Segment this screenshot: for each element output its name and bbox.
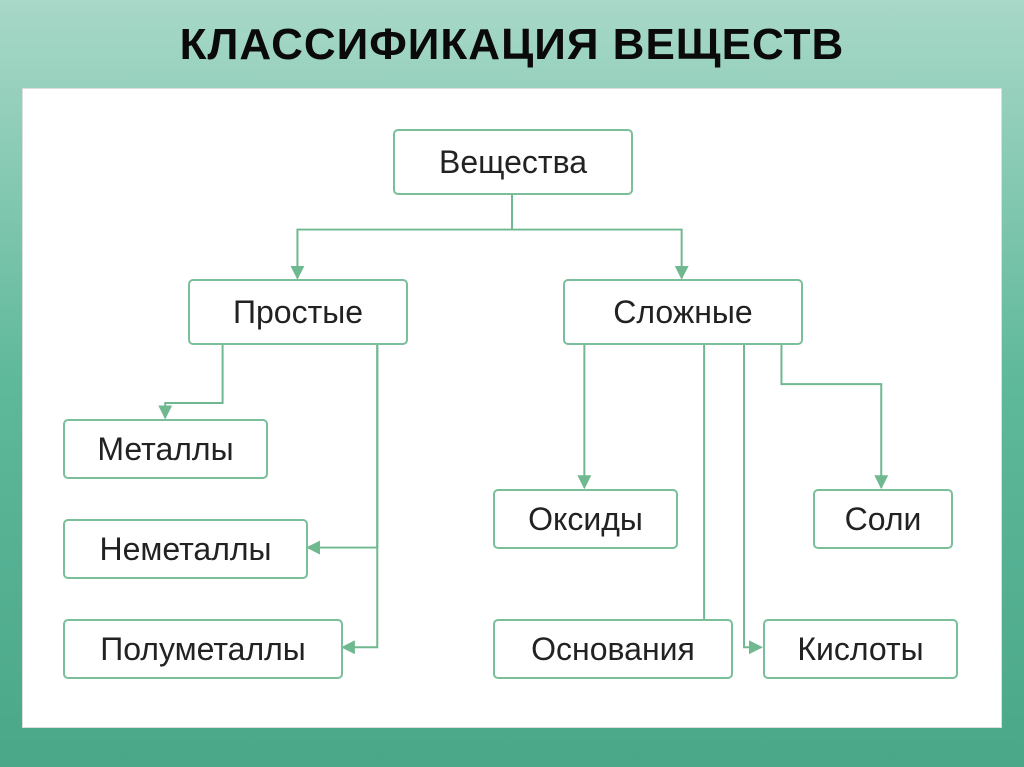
- node-label: Неметаллы: [99, 531, 271, 568]
- node-acids: Кислоты: [763, 619, 958, 679]
- node-label: Металлы: [97, 431, 233, 468]
- node-label: Основания: [531, 631, 695, 668]
- node-complex: Сложные: [563, 279, 803, 345]
- edges-group: [165, 195, 881, 648]
- node-label: Оксиды: [528, 501, 643, 538]
- node-salts: Соли: [813, 489, 953, 549]
- node-simple: Простые: [188, 279, 408, 345]
- node-label: Полуметаллы: [100, 631, 306, 668]
- node-label: Кислоты: [797, 631, 923, 668]
- node-label: Вещества: [439, 144, 587, 181]
- node-label: Сложные: [613, 294, 752, 331]
- node-oxides: Оксиды: [493, 489, 678, 549]
- node-nonmetals: Неметаллы: [63, 519, 308, 579]
- node-label: Соли: [845, 501, 922, 538]
- node-metals: Металлы: [63, 419, 268, 479]
- diagram-area: Вещества Простые Сложные Металлы Неметал…: [22, 88, 1002, 728]
- node-label: Простые: [233, 294, 363, 331]
- slide-frame: КЛАССИФИКАЦИЯ ВЕЩЕСТВ Вещества Простые С…: [0, 0, 1024, 767]
- node-bases: Основания: [493, 619, 733, 679]
- node-semimetals: Полуметаллы: [63, 619, 343, 679]
- slide-title: КЛАССИФИКАЦИЯ ВЕЩЕСТВ: [22, 20, 1002, 70]
- node-root: Вещества: [393, 129, 633, 195]
